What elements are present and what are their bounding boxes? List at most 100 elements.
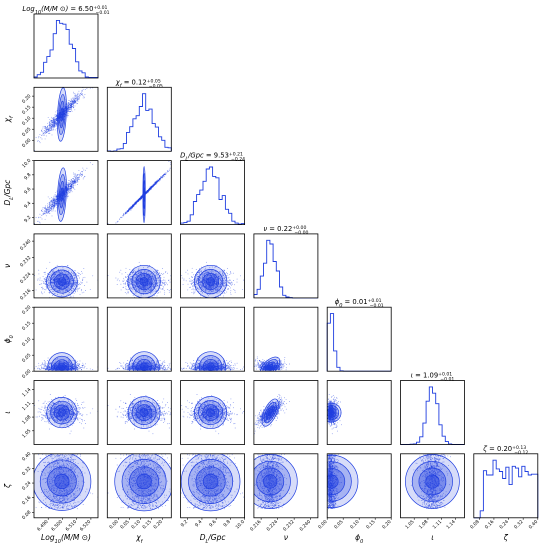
scatter-point: [162, 285, 164, 287]
scatter-point: [138, 261, 140, 263]
scatter-point: [45, 213, 46, 215]
scatter-point: [45, 132, 46, 134]
scatter-point: [74, 175, 76, 177]
scatter-point: [55, 114, 57, 116]
scatter-point: [133, 204, 135, 205]
scatter-point: [49, 132, 51, 134]
scatter-point: [141, 274, 143, 276]
scatter-point: [169, 281, 171, 283]
scatter-point: [71, 188, 73, 189]
scatter-point: [157, 292, 159, 293]
scatter-point: [72, 187, 74, 189]
scatter-point: [76, 177, 78, 178]
scatter-point: [54, 118, 56, 120]
scatter-point: [154, 184, 155, 185]
scatter-point: [55, 118, 57, 120]
scatter-point: [71, 103, 73, 104]
scatter-point: [159, 280, 161, 282]
scatter-point: [140, 294, 142, 295]
scatter-point: [48, 206, 50, 208]
scatter-point: [74, 276, 76, 278]
scatter-point: [55, 289, 57, 291]
scatter-point: [123, 214, 125, 216]
scatter-point: [130, 209, 132, 211]
scatter-point: [77, 180, 78, 182]
scatter-point: [74, 286, 75, 287]
scatter-point: [43, 134, 44, 136]
scatter-point: [125, 282, 127, 284]
scatter-point: [125, 285, 127, 287]
scatter-point: [63, 279, 65, 281]
scatter-point: [50, 289, 52, 291]
scatter-point: [67, 278, 69, 280]
scatter-point: [47, 206, 48, 208]
contour: [139, 277, 149, 287]
scatter-point: [53, 285, 55, 287]
scatter-point: [65, 276, 67, 278]
scatter-point: [130, 278, 131, 280]
scatter-point: [48, 285, 50, 286]
scatter-point: [77, 97, 78, 99]
scatter-point: [160, 282, 162, 284]
scatter-point: [80, 90, 82, 92]
scatter-point: [124, 276, 126, 278]
scatter-point: [55, 124, 57, 126]
scatter-point: [59, 279, 61, 281]
scatter-point: [67, 287, 69, 289]
scatter-point: [49, 276, 51, 278]
scatter-point: [116, 284, 118, 285]
scatter-point: [50, 209, 52, 211]
scatter-point: [64, 271, 66, 273]
scatter-point: [44, 127, 46, 129]
scatter-point: [136, 287, 138, 289]
scatter-point: [127, 291, 129, 293]
scatter-point: [57, 271, 59, 273]
scatter-point: [84, 175, 86, 177]
scatter-point: [49, 282, 50, 284]
scatter-point: [60, 283, 62, 285]
scatter-point: [44, 206, 46, 208]
scatter-point: [70, 185, 72, 187]
scatter-point: [62, 288, 64, 290]
scatter-point: [158, 179, 160, 181]
scatter-point: [126, 210, 128, 212]
scatter-point: [49, 210, 51, 212]
scatter-point: [71, 180, 73, 182]
scatter-point: [75, 97, 77, 99]
scatter-point: [80, 290, 82, 292]
scatter-point: [72, 106, 74, 107]
scatter-point: [130, 276, 131, 278]
scatter-point: [52, 277, 54, 279]
scatter-point: [81, 175, 83, 177]
scatter-point: [71, 272, 73, 274]
scatter-point: [124, 213, 126, 215]
scatter-point: [72, 102, 74, 104]
scatter-point: [48, 130, 49, 132]
scatter-point: [44, 138, 46, 140]
scatter-point: [66, 184, 68, 186]
scatter-point: [68, 287, 70, 289]
scatter-point: [43, 282, 45, 284]
scatter-point: [83, 291, 85, 293]
scatter-point: [61, 194, 63, 196]
scatter-point: [138, 199, 139, 201]
scatter-point: [123, 279, 125, 281]
scatter-point: [236, 281, 238, 283]
scatter-point: [50, 206, 52, 208]
scatter-point: [45, 279, 47, 281]
scatter-point: [73, 91, 75, 93]
scatter-point: [69, 192, 71, 194]
scatter-point: [78, 177, 80, 179]
scatter-point: [149, 188, 151, 189]
scatter-point: [72, 288, 74, 289]
scatter-point: [73, 293, 75, 295]
scatter-point: [43, 129, 45, 131]
scatter-point: [66, 280, 67, 282]
scatter-point: [74, 277, 76, 279]
scatter-point: [50, 130, 52, 131]
scatter-point: [73, 285, 75, 287]
scatter-point: [51, 288, 53, 290]
scatter-point: [166, 171, 168, 173]
scatter-point: [70, 182, 72, 184]
scatter-point: [66, 271, 67, 273]
